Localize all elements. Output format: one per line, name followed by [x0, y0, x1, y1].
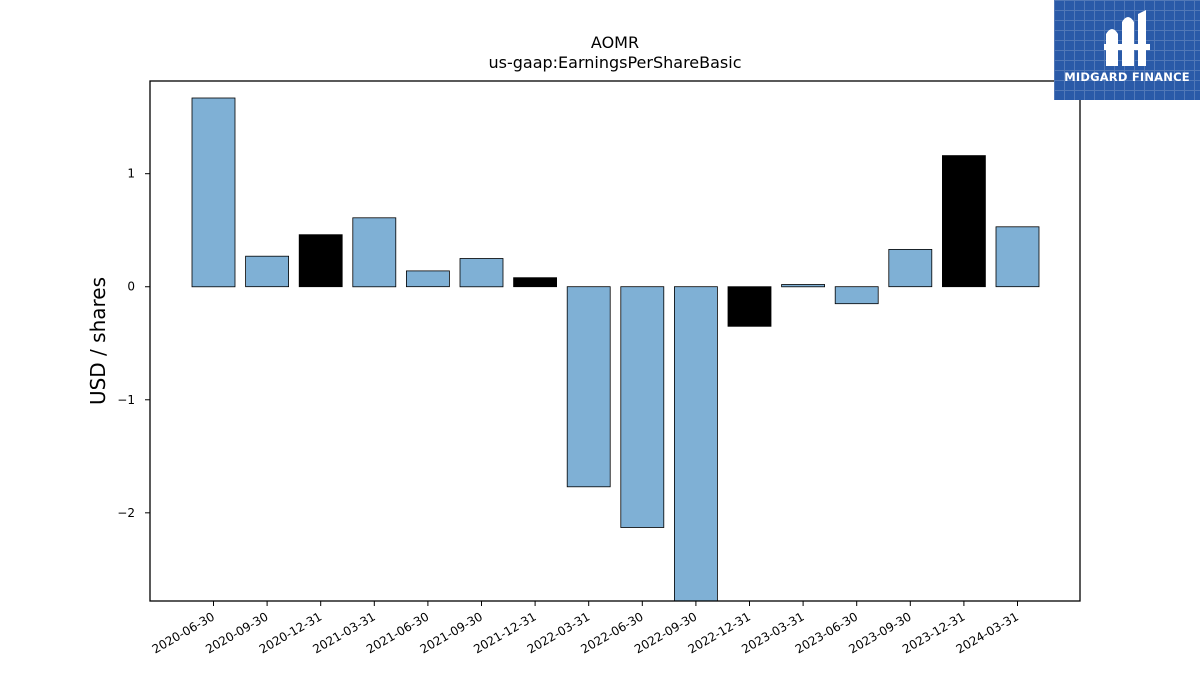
bars-group — [191, 97, 1040, 602]
bar-2024-03-31 — [995, 226, 1040, 288]
bar-2020-06-30 — [191, 97, 236, 288]
plot-frame — [149, 80, 1081, 602]
bar-2022-03-31 — [566, 286, 611, 488]
bar-2023-12-31 — [942, 155, 986, 288]
bar-2020-12-31 — [298, 234, 343, 288]
bar-2021-03-31 — [352, 217, 397, 288]
y-tick-label: −2 — [117, 506, 135, 520]
bar-2023-06-30 — [834, 286, 879, 305]
midgard-finance-logo: MIDGARD FINANCE — [1054, 0, 1200, 100]
y-axis-label: USD / shares — [86, 277, 110, 405]
bar-2020-09-30 — [245, 255, 290, 288]
bar-2022-09-30 — [674, 286, 718, 602]
y-ticks-group: 1 0 −1 −2 — [117, 167, 150, 520]
chart-title: AOMR — [591, 33, 639, 52]
bar-2021-06-30 — [405, 270, 450, 288]
y-tick-label: −1 — [117, 393, 135, 407]
logo-text: MIDGARD FINANCE — [1064, 70, 1190, 84]
midgard-logo-icon — [1104, 10, 1150, 66]
bar-2023-09-30 — [888, 248, 933, 288]
bar-2021-12-31 — [513, 277, 557, 288]
chart-subtitle: us-gaap:EarningsPerShareBasic — [488, 53, 741, 72]
bar-2021-09-30 — [459, 258, 504, 288]
x-ticks-group: 2020-06-302020-09-302020-12-312021-03-31… — [150, 601, 1021, 656]
bar-2022-06-30 — [620, 286, 665, 528]
y-tick-label: 1 — [127, 167, 135, 181]
bar-2022-12-31 — [727, 286, 772, 327]
y-tick-label: 0 — [127, 280, 135, 294]
bar-2023-03-31 — [781, 284, 825, 288]
